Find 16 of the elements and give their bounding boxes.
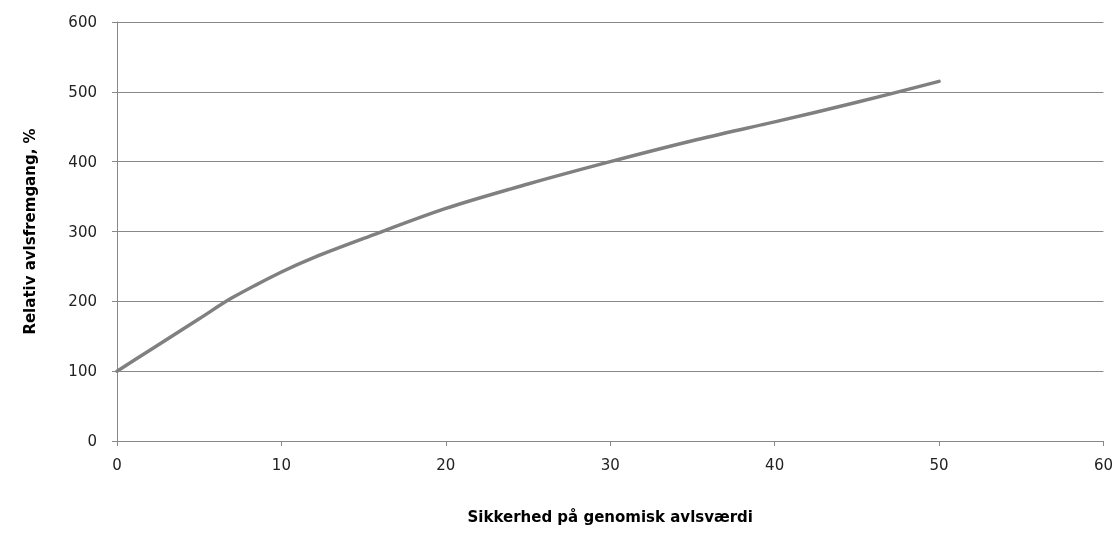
x-tick-label: 50 xyxy=(929,455,949,474)
x-tick-label: 20 xyxy=(436,455,456,474)
x-tick-label: 0 xyxy=(112,455,122,474)
y-tick-label: 100 xyxy=(68,362,97,381)
y-tick-label: 0 xyxy=(87,432,97,450)
x-axis-title: Sikkerhed på genomisk avlsværdi xyxy=(467,507,753,526)
y-axis-title: Relativ avlsfremgang, % xyxy=(20,128,39,335)
x-tick-label: 40 xyxy=(765,455,785,474)
y-tick-label: 500 xyxy=(68,82,97,101)
y-tick-label: 400 xyxy=(68,152,97,171)
x-tick-label: 30 xyxy=(600,455,620,474)
x-tick-label: 60 xyxy=(1093,455,1113,474)
y-tick-label: 200 xyxy=(68,292,97,311)
y-tick-label: 300 xyxy=(68,222,97,241)
x-tick-label: 10 xyxy=(271,455,291,474)
y-tick-label: 600 xyxy=(68,13,97,31)
